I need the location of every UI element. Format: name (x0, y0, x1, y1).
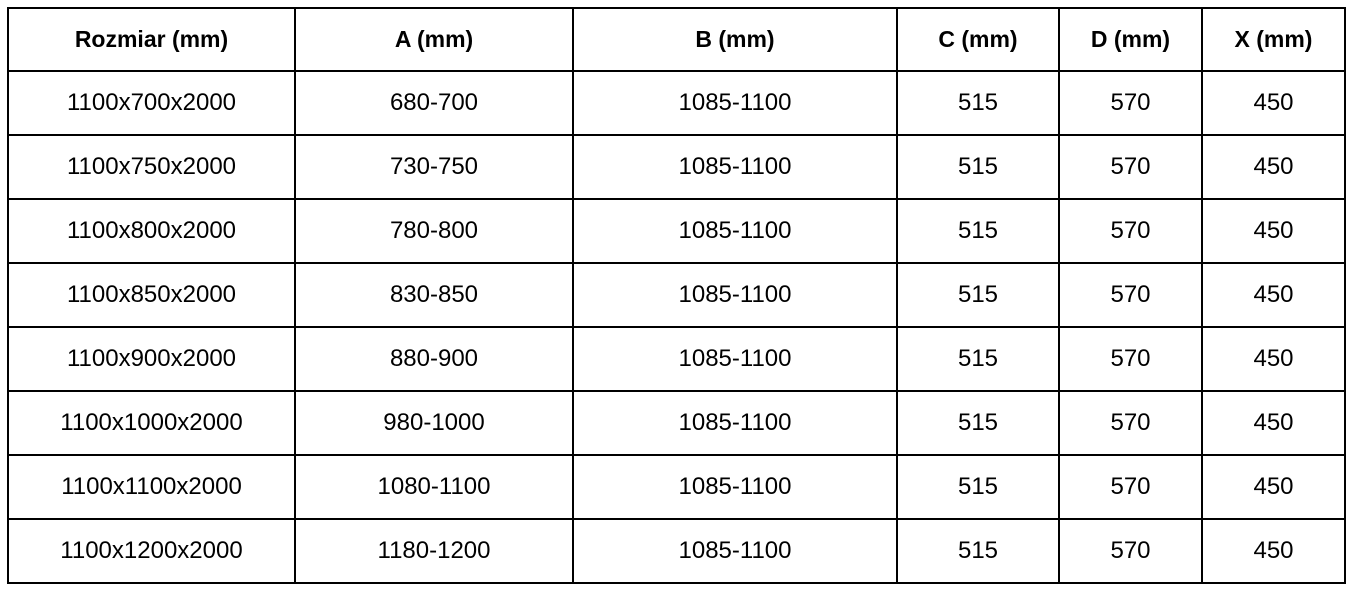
cell-size: 1100x700x2000 (7, 70, 296, 136)
cell-b: 1085-1100 (572, 454, 898, 520)
cell-a: 780-800 (294, 198, 574, 264)
cell-x: 450 (1201, 390, 1346, 456)
cell-size: 1100x1200x2000 (7, 518, 296, 584)
cell-d: 570 (1058, 390, 1203, 456)
dimensions-table: Rozmiar (mm) A (mm) B (mm) C (mm) D (mm) X (m… (7, 7, 1346, 584)
cell-size: 1100x850x2000 (7, 262, 296, 328)
table-row: 1100x1100x2000 1080-1100 1085-1100 515 570 45… (7, 454, 1346, 520)
cell-d: 570 (1058, 198, 1203, 264)
cell-size: 1100x1100x2000 (7, 454, 296, 520)
column-header-b: B (mm) (572, 7, 898, 72)
cell-x: 450 (1201, 262, 1346, 328)
table-row: 1100x800x2000 780-800 1085-1100 515 570 450 (7, 198, 1346, 264)
cell-x: 450 (1201, 518, 1346, 584)
cell-a: 1180-1200 (294, 518, 574, 584)
cell-c: 515 (896, 518, 1060, 584)
table-row: 1100x700x2000 680-700 1085-1100 515 570 450 (7, 70, 1346, 136)
table-row: 1100x1000x2000 980-1000 1085-1100 515 570 450 (7, 390, 1346, 456)
cell-a: 1080-1100 (294, 454, 574, 520)
cell-c: 515 (896, 134, 1060, 200)
cell-b: 1085-1100 (572, 262, 898, 328)
cell-a: 980-1000 (294, 390, 574, 456)
cell-a: 730-750 (294, 134, 574, 200)
cell-x: 450 (1201, 326, 1346, 392)
cell-size: 1100x1000x2000 (7, 390, 296, 456)
cell-d: 570 (1058, 454, 1203, 520)
cell-b: 1085-1100 (572, 134, 898, 200)
table-row: 1100x850x2000 830-850 1085-1100 515 570 450 (7, 262, 1346, 328)
cell-c: 515 (896, 198, 1060, 264)
cell-b: 1085-1100 (572, 198, 898, 264)
cell-c: 515 (896, 390, 1060, 456)
cell-b: 1085-1100 (572, 70, 898, 136)
column-header-d: D (mm) (1058, 7, 1203, 72)
cell-x: 450 (1201, 454, 1346, 520)
table-row: 1100x1200x2000 1180-1200 1085-1100 515 570 45… (7, 518, 1346, 584)
cell-b: 1085-1100 (572, 326, 898, 392)
cell-size: 1100x900x2000 (7, 326, 296, 392)
cell-d: 570 (1058, 262, 1203, 328)
cell-c: 515 (896, 454, 1060, 520)
cell-c: 515 (896, 326, 1060, 392)
table-row: 1100x900x2000 880-900 1085-1100 515 570 450 (7, 326, 1346, 392)
cell-size: 1100x800x2000 (7, 198, 296, 264)
cell-size: 1100x750x2000 (7, 134, 296, 200)
table-row: 1100x750x2000 730-750 1085-1100 515 570 450 (7, 134, 1346, 200)
column-header-x: X (mm) (1201, 7, 1346, 72)
cell-b: 1085-1100 (572, 518, 898, 584)
header-row: Rozmiar (mm) A (mm) B (mm) C (mm) D (mm) X (m… (7, 7, 1346, 72)
cell-a: 830-850 (294, 262, 574, 328)
cell-x: 450 (1201, 198, 1346, 264)
cell-b: 1085-1100 (572, 390, 898, 456)
cell-d: 570 (1058, 70, 1203, 136)
cell-c: 515 (896, 262, 1060, 328)
cell-x: 450 (1201, 134, 1346, 200)
cell-x: 450 (1201, 70, 1346, 136)
cell-c: 515 (896, 70, 1060, 136)
cell-d: 570 (1058, 518, 1203, 584)
column-header-size: Rozmiar (mm) (7, 7, 296, 72)
cell-d: 570 (1058, 326, 1203, 392)
column-header-c: C (mm) (896, 7, 1060, 72)
cell-a: 680-700 (294, 70, 574, 136)
column-header-a: A (mm) (294, 7, 574, 72)
cell-a: 880-900 (294, 326, 574, 392)
cell-d: 570 (1058, 134, 1203, 200)
